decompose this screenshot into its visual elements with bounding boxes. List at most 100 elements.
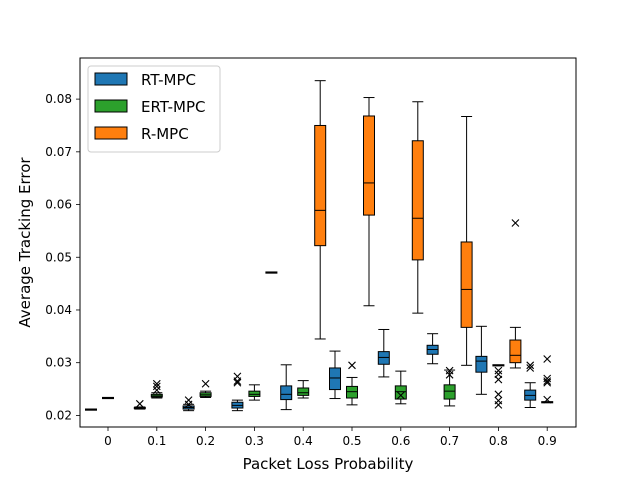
outlier-marker	[543, 378, 552, 387]
outlier-marker	[152, 386, 161, 394]
outlier-marker	[135, 399, 144, 408]
box-ert-mpc	[102, 396, 114, 400]
outlier-stroke	[152, 382, 161, 391]
box-ert-mpc	[199, 379, 212, 398]
x-axis-label: Packet Loss Probability	[243, 455, 414, 473]
outlier-marker	[445, 370, 454, 379]
outlier-marker	[543, 355, 552, 363]
x-tick-label: 0.3	[245, 434, 264, 448]
outlier-stroke	[526, 364, 535, 372]
box-body	[443, 384, 456, 400]
outlier-marker	[152, 379, 161, 388]
box-body	[297, 387, 310, 396]
box-body	[346, 385, 358, 399]
outlier-stroke	[135, 399, 144, 408]
outlier-marker	[201, 379, 210, 388]
legend-swatch	[94, 99, 128, 113]
box-ert-mpc	[394, 370, 407, 405]
outlier-stroke	[543, 395, 552, 404]
outlier-marker	[543, 377, 552, 386]
box-r-mpc	[411, 101, 424, 314]
outlier-marker	[396, 391, 405, 400]
box-rt-mpc	[85, 408, 97, 411]
outlier-marker	[526, 361, 535, 370]
box-body	[411, 140, 424, 261]
box-body	[314, 124, 327, 247]
box-r-mpc	[460, 116, 473, 366]
box-body	[394, 385, 407, 400]
legend-label: ERT-MPC	[141, 98, 205, 116]
y-tick-label: 0.02	[45, 408, 72, 422]
x-tick-label: 0.5	[342, 434, 361, 448]
outlier-marker	[494, 375, 503, 384]
legend-swatch	[94, 126, 128, 140]
x-tick-label: 0.6	[391, 434, 410, 448]
outlier-stroke	[152, 379, 161, 388]
box-rt-mpc	[133, 399, 146, 410]
box-ert-mpc	[492, 364, 505, 409]
outlier-marker	[494, 390, 503, 399]
box-body	[460, 241, 473, 328]
outlier-stroke	[543, 378, 552, 387]
y-tick-label: 0.04	[45, 303, 72, 317]
legend-label: RT-MPC	[141, 71, 196, 89]
plot-area-frame	[79, 57, 577, 428]
box-ert-mpc	[443, 366, 456, 407]
box-rt-mpc	[524, 361, 537, 408]
x-tick-label: 0.8	[489, 434, 508, 448]
box-body	[377, 351, 390, 365]
y-axis-label: Average Tracking Error	[16, 157, 34, 328]
outlier-stroke	[526, 361, 535, 370]
outlier-stroke	[543, 355, 552, 363]
outlier-marker	[152, 382, 161, 391]
outlier-marker	[184, 400, 193, 409]
box-rt-mpc	[231, 372, 244, 412]
outlier-marker	[233, 377, 242, 386]
box-body	[248, 390, 261, 397]
box-rt-mpc	[182, 396, 195, 412]
x-tick-label: 0	[104, 434, 112, 448]
outlier-stroke	[152, 386, 161, 394]
box-r-mpc	[509, 219, 522, 369]
box-r-mpc	[314, 80, 327, 340]
legend: RT-MPC ERT-MPC R-MPC	[87, 65, 221, 153]
box-rt-mpc	[377, 328, 390, 378]
outlier-marker	[526, 364, 535, 372]
box-body	[280, 385, 293, 401]
box-ert-mpc	[346, 361, 358, 406]
x-tick-label: 0.2	[196, 434, 215, 448]
box-body	[509, 339, 522, 364]
outlier-stroke	[396, 391, 405, 400]
box-ert-mpc	[297, 380, 310, 399]
outlier-marker	[494, 400, 503, 409]
outlier-stroke	[494, 366, 503, 375]
y-axis: 0.02 0.03 0.04 0.05 0.06 0.07 0.08	[45, 92, 80, 422]
outlier-stroke	[494, 400, 503, 409]
y-tick-label: 0.03	[45, 356, 72, 370]
box-r-mpc	[265, 271, 278, 274]
outlier-stroke	[201, 379, 210, 388]
plot-marks	[85, 80, 554, 412]
legend-swatch	[94, 72, 128, 86]
outlier-marker	[233, 378, 242, 387]
box-rt-mpc	[475, 325, 488, 395]
box-rt-mpc	[426, 333, 439, 365]
outlier-marker	[511, 219, 520, 227]
x-axis: 0 0.1 0.2 0.3 0.4 0.5 0.6 0.7 0.8 0.9	[104, 427, 557, 448]
x-tick-label: 0.7	[440, 434, 459, 448]
box-body	[329, 367, 341, 391]
outlier-stroke	[348, 361, 356, 370]
box-ert-mpc	[248, 384, 261, 401]
outlier-stroke	[233, 378, 242, 387]
outlier-marker	[543, 395, 552, 404]
y-tick-label: 0.08	[45, 92, 72, 106]
box-rt-mpc	[280, 364, 293, 411]
outlier-marker	[494, 366, 503, 375]
x-tick-label: 0.9	[538, 434, 557, 448]
outlier-stroke	[543, 377, 552, 386]
y-tick-label: 0.06	[45, 198, 72, 212]
outlier-stroke	[233, 377, 242, 386]
outlier-stroke	[184, 400, 193, 409]
outlier-marker	[348, 361, 356, 370]
outlier-stroke	[511, 219, 520, 227]
